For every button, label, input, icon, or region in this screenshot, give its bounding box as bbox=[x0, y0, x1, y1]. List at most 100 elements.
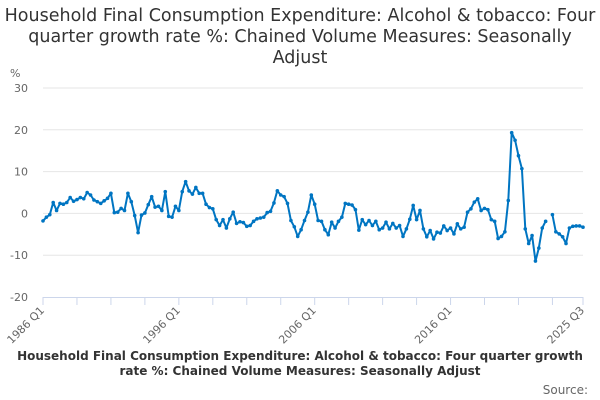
data-point bbox=[581, 225, 585, 229]
data-point bbox=[234, 221, 239, 226]
data-point bbox=[431, 237, 436, 241]
data-point bbox=[149, 194, 154, 199]
data-point bbox=[543, 219, 548, 224]
data-point bbox=[323, 227, 327, 232]
data-point bbox=[255, 217, 259, 221]
data-point bbox=[560, 235, 565, 239]
data-point bbox=[482, 206, 487, 211]
data-point bbox=[231, 210, 235, 214]
data-point bbox=[394, 226, 399, 230]
data-point bbox=[95, 199, 100, 204]
x-tick-label: 1986 Q1 bbox=[5, 304, 48, 347]
data-point bbox=[211, 207, 215, 211]
data-point bbox=[177, 208, 181, 213]
data-point bbox=[109, 191, 113, 196]
data-point bbox=[506, 198, 511, 203]
data-point bbox=[458, 227, 463, 231]
data-point bbox=[75, 197, 79, 202]
data-point bbox=[367, 218, 371, 223]
data-point bbox=[360, 217, 365, 222]
data-point bbox=[238, 219, 242, 224]
data-point bbox=[391, 221, 395, 226]
data-point bbox=[513, 138, 517, 143]
data-point bbox=[143, 211, 147, 215]
data-point bbox=[340, 215, 344, 219]
data-point bbox=[136, 230, 140, 235]
data-point bbox=[88, 193, 93, 197]
data-point bbox=[350, 203, 354, 207]
data-point bbox=[194, 185, 198, 190]
data-point bbox=[146, 202, 151, 207]
data-point bbox=[282, 194, 286, 199]
data-point bbox=[204, 202, 208, 207]
data-point bbox=[306, 210, 310, 214]
data-point bbox=[380, 226, 385, 230]
data-point bbox=[285, 201, 290, 206]
data-point bbox=[214, 217, 219, 222]
data-point bbox=[577, 224, 582, 228]
data-point bbox=[455, 222, 460, 226]
data-point bbox=[557, 232, 562, 236]
data-point bbox=[533, 259, 538, 263]
data-point bbox=[78, 195, 83, 200]
data-point bbox=[462, 225, 466, 229]
data-point bbox=[421, 227, 426, 231]
data-point bbox=[139, 213, 144, 217]
data-point bbox=[401, 234, 405, 239]
data-point bbox=[122, 208, 127, 213]
data-point bbox=[112, 210, 117, 215]
data-point bbox=[424, 235, 429, 239]
data-point bbox=[414, 217, 419, 222]
data-point bbox=[486, 207, 490, 212]
data-point bbox=[503, 229, 507, 234]
data-point bbox=[404, 227, 409, 231]
data-point bbox=[492, 219, 497, 224]
data-point bbox=[445, 228, 449, 233]
data-point bbox=[526, 241, 531, 246]
data-point bbox=[448, 226, 453, 230]
data-point bbox=[465, 210, 470, 214]
data-point bbox=[435, 230, 439, 235]
data-point bbox=[160, 208, 164, 213]
data-point bbox=[258, 216, 263, 220]
data-point bbox=[309, 193, 314, 197]
y-tick-label: 30 bbox=[14, 82, 28, 95]
data-point bbox=[567, 226, 572, 230]
data-point bbox=[411, 203, 415, 208]
data-point bbox=[370, 223, 375, 228]
legend-series-label[interactable]: Household Final Consumption Expenditure:… bbox=[17, 349, 583, 378]
chart-title: Household Final Consumption Expenditure:… bbox=[4, 6, 596, 68]
data-point bbox=[292, 224, 297, 229]
data-point bbox=[343, 201, 348, 206]
data-point bbox=[98, 201, 103, 206]
data-point bbox=[64, 200, 69, 205]
y-tick-label: 20 bbox=[14, 124, 28, 137]
data-point bbox=[374, 219, 378, 224]
data-point bbox=[251, 219, 256, 224]
data-point bbox=[428, 228, 432, 233]
data-point bbox=[170, 215, 174, 219]
data-point bbox=[353, 207, 358, 212]
data-point bbox=[363, 222, 368, 227]
data-point bbox=[51, 200, 55, 205]
data-point bbox=[190, 192, 195, 196]
data-point bbox=[489, 217, 494, 222]
data-point bbox=[129, 199, 134, 204]
data-point bbox=[44, 215, 49, 219]
data-point bbox=[105, 196, 110, 201]
data-point bbox=[479, 208, 483, 213]
x-tick-label: 1996 Q1 bbox=[140, 304, 183, 347]
data-point bbox=[384, 220, 388, 224]
data-point bbox=[217, 223, 222, 228]
data-point bbox=[496, 236, 500, 241]
data-point bbox=[452, 232, 456, 236]
data-point bbox=[475, 196, 480, 201]
data-point bbox=[166, 214, 171, 219]
y-tick-label: 0 bbox=[21, 207, 28, 220]
data-point bbox=[272, 201, 276, 205]
data-point bbox=[153, 205, 157, 209]
data-point bbox=[268, 209, 273, 214]
data-point bbox=[329, 220, 334, 224]
data-point bbox=[472, 200, 477, 204]
data-point bbox=[92, 198, 96, 202]
